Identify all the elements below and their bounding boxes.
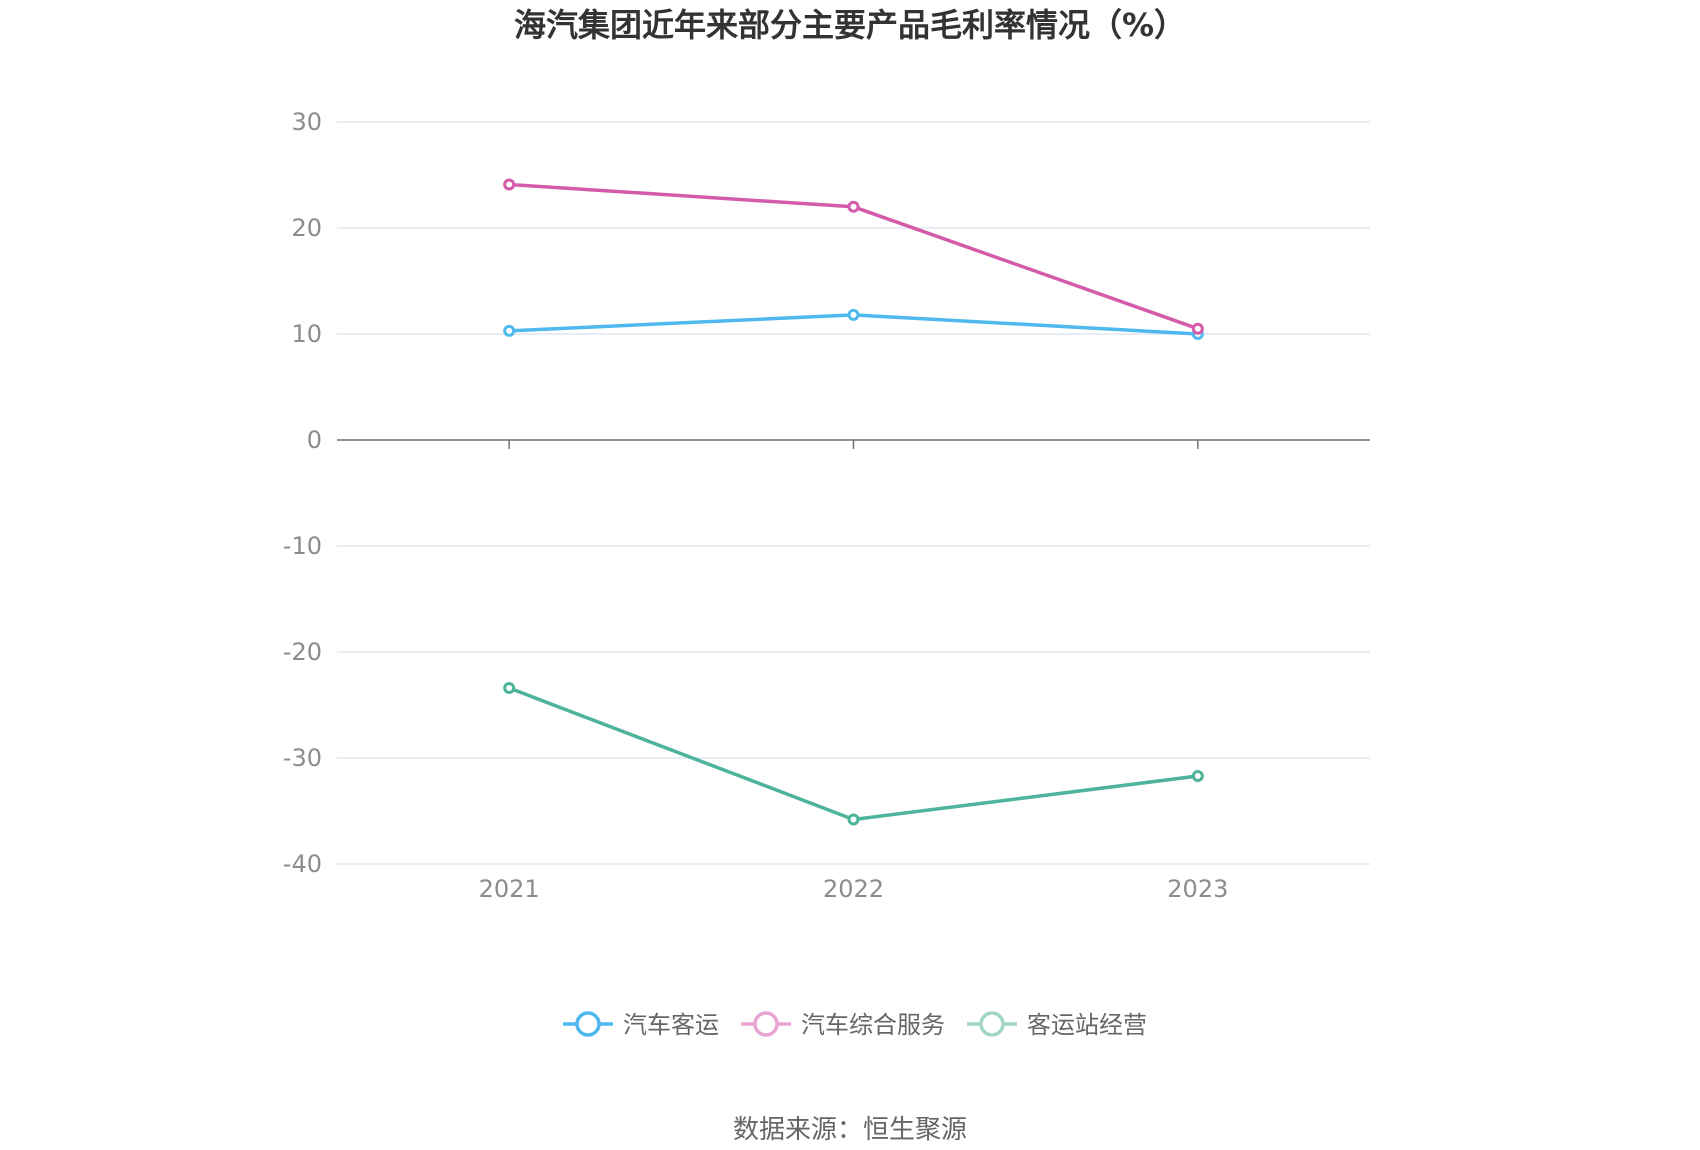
legend-label: 客运站经营 [1027,1011,1147,1039]
x-tick-label: 2023 [1167,875,1228,903]
legend-label: 汽车综合服务 [801,1011,945,1039]
data-point [503,324,516,337]
y-tick-label: 10 [291,320,322,348]
series-2 [503,178,1204,335]
axes: 30 20 10 0 -10 -20 -30 -40 2021 2022 2023 [283,108,1370,903]
legend-item: 汽车综合服务 [741,1011,945,1039]
legend-item: 客运站经营 [967,1011,1147,1039]
data-point [503,178,516,191]
y-tick-label: -30 [283,744,322,772]
data-point [847,813,860,826]
data-point [847,308,860,321]
data-point [1191,770,1204,783]
legend-label: 汽车客运 [623,1011,719,1039]
y-tick-label: -20 [283,638,322,666]
plot-area [503,178,1204,826]
grid-lines [337,121,1370,865]
data-point [1191,322,1204,335]
x-tick-label: 2022 [823,875,884,903]
data-point [847,200,860,213]
data-point [503,682,516,695]
series-line [508,686,1199,822]
legend-item: 汽车客运 [563,1011,719,1039]
y-tick-label: -40 [283,850,322,878]
x-tick-label: 2021 [479,875,540,903]
y-tick-label: -10 [283,532,322,560]
source-note: 数据来源：恒生聚源 [733,1115,967,1145]
chart-title: 海汽集团近年来部分主要产品毛利率情况（%） [514,6,1186,44]
y-tick-label: 30 [291,108,322,136]
legend-marker [979,1011,1005,1037]
legend-marker [753,1011,779,1037]
y-tick-label: 20 [291,214,322,242]
legend-marker [575,1011,601,1037]
y-tick-label: 0 [307,426,322,454]
legend: 汽车客运 汽车综合服务 客运站经营 [563,1011,1147,1039]
series-3 [503,682,1204,826]
